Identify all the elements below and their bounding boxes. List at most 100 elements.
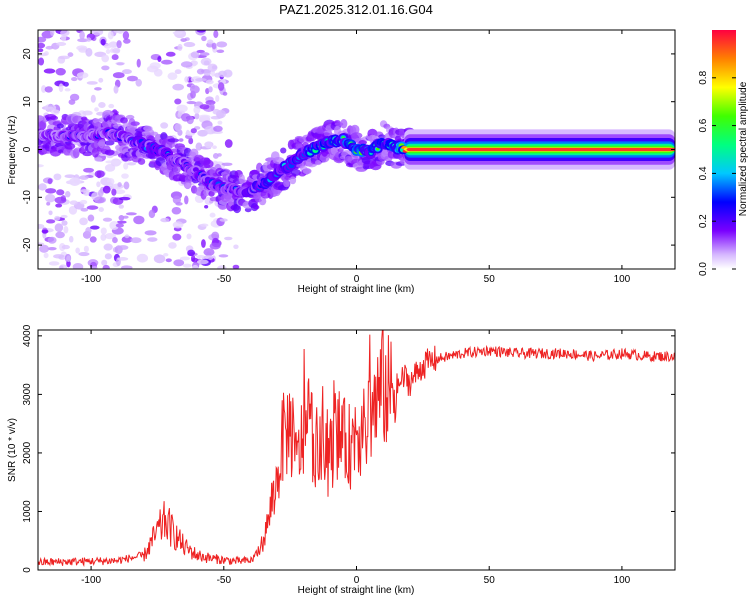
spectrogram-noise-blob	[163, 252, 169, 257]
spectrogram-noise-blob	[58, 264, 68, 269]
spectrogram-halo-blob	[82, 151, 93, 157]
spectrogram-noise-blob	[116, 220, 127, 224]
spectrogram-noise-blob	[38, 164, 44, 168]
spectrogram-noise-blob	[67, 52, 74, 57]
spectrogram-noise-blob	[118, 196, 131, 201]
spectrogram-noise-blob	[80, 207, 89, 212]
y-tick-label: 0	[22, 146, 33, 152]
spectrogram-noise-blob	[85, 227, 92, 235]
spectrogram-noise-blob	[117, 257, 129, 261]
spectrogram-noise-blob	[118, 215, 125, 221]
spectrogram-noise-blob	[216, 41, 228, 48]
spectrogram-noise-blob	[56, 189, 65, 196]
spectrogram-noise-blob	[217, 82, 225, 91]
spectrogram-noise-blob	[78, 251, 90, 257]
spectrogram-noise-blob	[102, 217, 113, 222]
spectrogram-noise-blob	[58, 83, 64, 92]
spectrogram-noise-blob	[191, 264, 199, 269]
spectrogram-noise-blob	[178, 138, 184, 142]
spectrogram-noise-blob	[165, 258, 172, 263]
spectrogram-noise-blob	[94, 170, 105, 178]
spectrogram-noise-blob	[196, 255, 206, 259]
spectrogram-noise-blob	[123, 162, 129, 170]
spectrogram-noise-blob	[171, 206, 182, 215]
spectrogram-noise-blob	[211, 231, 220, 240]
spectrogram-noise-blob	[38, 223, 45, 229]
spectrogram-noise-blob	[103, 43, 112, 49]
spectrogram-noise-blob	[113, 189, 126, 195]
snr-plot-area	[38, 330, 675, 570]
spectrogram-noise-blob	[50, 109, 60, 115]
spectrogram-noise-blob	[112, 237, 118, 244]
spectrogram-noise-blob	[64, 174, 76, 179]
spectrogram-noise-blob	[147, 237, 158, 242]
x-tick-label: -50	[217, 274, 232, 285]
spectrogram-noise-blob	[172, 233, 182, 241]
spectrogram-noise-blob	[87, 214, 95, 222]
spectrogram-noise-blob	[204, 125, 217, 135]
spectrogram-halo-blob	[137, 157, 146, 165]
spectrogram-noise-blob	[179, 256, 191, 261]
spectrogram-noise-blob	[104, 233, 116, 240]
spectrogram-noise-blob	[188, 137, 194, 145]
y-tick-label: 3000	[22, 383, 33, 406]
spectrogram-halo-blob	[64, 143, 76, 150]
spectrogram-noise-blob	[177, 43, 183, 51]
spectrogram-noise-blob	[125, 212, 137, 216]
colorbar-gradient	[712, 30, 736, 269]
spectrogram-noise-blob	[193, 105, 201, 114]
spectrogram-noise-blob	[41, 85, 47, 93]
spectrogram-noise-blob	[177, 112, 183, 118]
y-tick-label: -10	[22, 190, 33, 205]
spectrogram-noise-blob	[172, 83, 185, 91]
spectrogram-noise-blob	[122, 31, 130, 40]
spectrogram-noise-blob	[167, 72, 178, 80]
spectrogram-noise-blob	[203, 248, 215, 257]
spectrogram-noise-blob	[56, 41, 67, 47]
spectrogram-noise-blob	[233, 244, 239, 250]
spectrogram-halo-blob	[340, 118, 348, 129]
spectrogram-noise-blob	[83, 190, 90, 196]
spectrogram-noise-blob	[94, 87, 102, 91]
spectrogram-noise-blob	[61, 244, 70, 250]
spectrogram-noise-blob	[68, 205, 78, 215]
spectrogram-noise-blob	[38, 36, 47, 43]
x-tick-label: 0	[354, 575, 360, 586]
spectrogram-noise-blob	[48, 261, 60, 266]
spectrogram-halo-blob	[130, 121, 140, 126]
spectrogram-noise-blob	[86, 81, 98, 85]
colorbar-label: Normalized spectral amplitude	[738, 81, 749, 216]
spectrogram-noise-blob	[100, 233, 107, 241]
spectrogram-noise-blob	[91, 266, 98, 269]
spectrogram-noise-blob	[181, 113, 191, 122]
spectrogram-noise-blob	[124, 234, 130, 239]
spectrogram-noise-blob	[55, 68, 66, 76]
spectrogram-noise-blob	[101, 259, 108, 266]
spectrogram-noise-blob	[72, 262, 84, 269]
spectrogram-noise-blob	[113, 85, 119, 94]
spectrogram-halo-blob	[49, 115, 59, 121]
y-tick-label: 1000	[22, 500, 33, 523]
spectrogram-noise-blob	[219, 218, 228, 222]
spectrogram-x-ticks: -100 -50 0 50 100	[81, 30, 631, 285]
spectrogram-noise-blob	[187, 249, 196, 257]
spectrogram-halo-blob	[252, 205, 260, 210]
spectrogram-noise-blob	[107, 31, 114, 40]
spectrogram-noise-blob	[66, 260, 71, 268]
spectrogram-noise-blob	[44, 86, 53, 93]
spectrogram-noise-blob	[38, 42, 46, 49]
spectrogram-halo-blob	[244, 207, 252, 213]
spectrogram-noise-blob	[43, 252, 49, 259]
x-tick-label: 100	[614, 575, 631, 586]
spectrogram-noise-blob	[212, 145, 217, 150]
spectrogram-noise-blob	[89, 236, 97, 243]
spectrogram-noise-blob	[48, 210, 53, 216]
spectrogram-noise-blob	[47, 178, 53, 185]
spectrogram-x-label: Height of straight line (km)	[298, 284, 415, 295]
spectrogram-noise-blob	[215, 95, 220, 102]
snr-series-line	[38, 330, 675, 568]
spectrogram-noise-blob	[204, 205, 209, 209]
spectrogram-noise-blob	[44, 193, 56, 203]
